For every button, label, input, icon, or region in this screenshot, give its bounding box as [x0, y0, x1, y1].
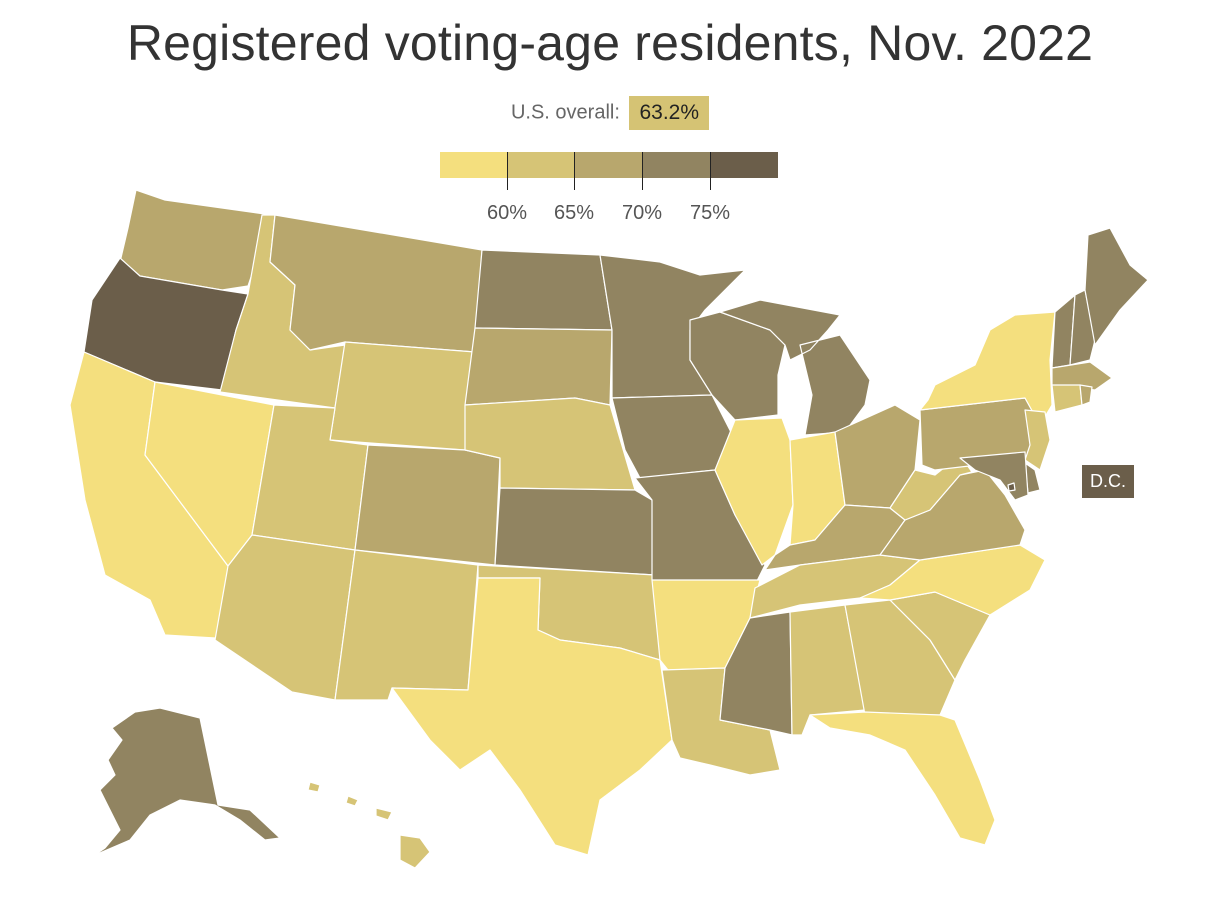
- map-title: Registered voting-age residents, Nov. 20…: [126, 15, 1094, 71]
- state-arizona[interactable]: [214, 534, 356, 701]
- state-wyoming[interactable]: [329, 341, 476, 451]
- state-south-dakota[interactable]: [464, 327, 613, 406]
- state-new-jersey[interactable]: [1024, 409, 1051, 471]
- state-new-mexico[interactable]: [334, 549, 479, 701]
- legend-bin-3: [575, 152, 643, 178]
- state-washington[interactable]: [119, 189, 273, 291]
- legend-tick-label-75: 75%: [689, 202, 731, 224]
- state-montana[interactable]: [269, 214, 483, 353]
- state-michigan[interactable]: [719, 299, 871, 436]
- state-rhode-island[interactable]: [1079, 384, 1093, 406]
- legend-tick-label-70: 70%: [621, 202, 663, 224]
- legend-bin-5: [711, 152, 778, 178]
- legend-tick-65: [574, 152, 575, 190]
- state-west-virginia[interactable]: [889, 454, 973, 521]
- us-overall-label: U.S. overall:: [510, 101, 620, 124]
- legend-tick-75: [710, 152, 711, 190]
- legend-bin-4: [643, 152, 711, 178]
- state-north-dakota[interactable]: [474, 249, 613, 331]
- state-connecticut[interactable]: [1051, 384, 1083, 413]
- legend-tick-60: [507, 152, 508, 190]
- state-dc[interactable]: [1007, 482, 1016, 492]
- legend-tick-70: [642, 152, 643, 190]
- state-texas[interactable]: [391, 577, 673, 856]
- state-colorado[interactable]: [354, 444, 501, 566]
- state-massachusetts[interactable]: [1051, 361, 1113, 391]
- state-north-carolina[interactable]: [859, 544, 1046, 616]
- us-overall: U.S. overall: 63.2%: [0, 96, 1220, 130]
- legend-bin-2: [508, 152, 575, 178]
- color-legend: 60% 65% 70% 75%: [440, 152, 778, 242]
- state-kansas[interactable]: [494, 487, 656, 576]
- dc-callout-label: D.C.: [1082, 465, 1134, 498]
- legend-bin-1: [440, 152, 508, 178]
- legend-tick-label-65: 65%: [553, 202, 595, 224]
- state-alaska[interactable]: [79, 707, 281, 866]
- state-maine[interactable]: [1084, 227, 1149, 346]
- state-new-york[interactable]: [919, 311, 1056, 426]
- us-overall-value: 63.2%: [629, 96, 710, 130]
- state-hawaii[interactable]: [307, 781, 431, 869]
- state-florida[interactable]: [809, 711, 996, 846]
- legend-tick-label-60: 60%: [486, 202, 528, 224]
